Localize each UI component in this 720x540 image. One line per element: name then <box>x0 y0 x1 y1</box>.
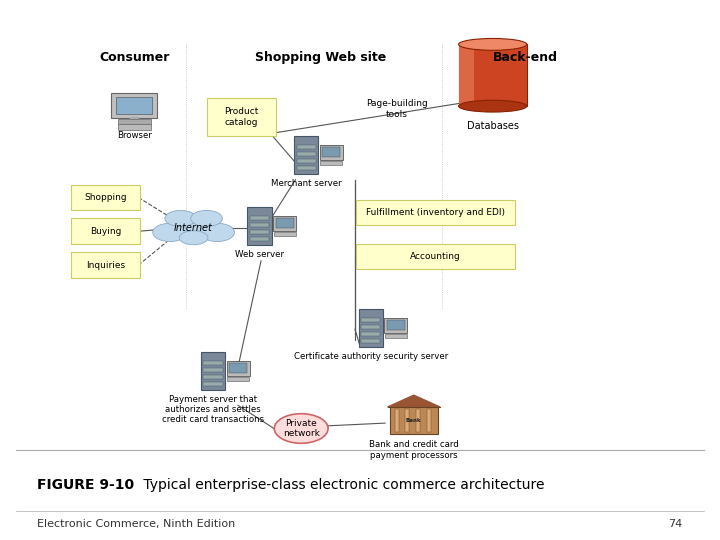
FancyBboxPatch shape <box>320 145 343 160</box>
FancyBboxPatch shape <box>117 119 150 124</box>
Ellipse shape <box>179 231 208 245</box>
Text: Page-building
tools: Page-building tools <box>366 99 428 119</box>
FancyBboxPatch shape <box>294 136 318 174</box>
FancyBboxPatch shape <box>229 363 247 373</box>
FancyBboxPatch shape <box>276 218 294 228</box>
FancyBboxPatch shape <box>71 252 140 278</box>
FancyBboxPatch shape <box>274 232 296 236</box>
FancyBboxPatch shape <box>250 237 269 241</box>
FancyBboxPatch shape <box>359 309 383 347</box>
FancyBboxPatch shape <box>385 334 407 338</box>
FancyBboxPatch shape <box>71 218 140 244</box>
FancyBboxPatch shape <box>395 409 399 432</box>
Ellipse shape <box>168 215 220 241</box>
FancyBboxPatch shape <box>320 161 342 165</box>
Polygon shape <box>459 44 474 106</box>
Text: Private
network: Private network <box>283 419 320 438</box>
FancyBboxPatch shape <box>71 185 140 211</box>
FancyBboxPatch shape <box>297 166 316 170</box>
FancyBboxPatch shape <box>361 325 380 329</box>
Text: Product
catalog: Product catalog <box>225 107 259 126</box>
FancyBboxPatch shape <box>416 409 420 432</box>
FancyBboxPatch shape <box>204 368 222 372</box>
FancyBboxPatch shape <box>273 216 296 231</box>
Text: Fulfillment (inventory and EDI): Fulfillment (inventory and EDI) <box>366 208 505 217</box>
FancyBboxPatch shape <box>227 377 249 381</box>
FancyBboxPatch shape <box>204 382 222 386</box>
Text: Databases: Databases <box>467 121 518 131</box>
Ellipse shape <box>153 223 187 241</box>
Text: Payment server that
authorizes and settles
credit card transactions: Payment server that authorizes and settl… <box>162 395 264 424</box>
FancyBboxPatch shape <box>248 207 271 245</box>
FancyBboxPatch shape <box>361 318 380 322</box>
Text: Certificate authority security server: Certificate authority security server <box>294 352 448 361</box>
Text: 74: 74 <box>668 518 683 529</box>
Text: Electronic Commerce, Ninth Edition: Electronic Commerce, Ninth Edition <box>37 518 235 529</box>
FancyBboxPatch shape <box>297 159 316 163</box>
Text: Bank: Bank <box>406 418 422 423</box>
FancyBboxPatch shape <box>361 339 380 343</box>
FancyBboxPatch shape <box>250 223 269 227</box>
FancyBboxPatch shape <box>356 244 515 269</box>
FancyBboxPatch shape <box>405 409 410 432</box>
Text: Shopping: Shopping <box>84 193 127 202</box>
FancyBboxPatch shape <box>387 320 405 330</box>
FancyBboxPatch shape <box>204 375 222 379</box>
Text: Consumer: Consumer <box>99 51 169 64</box>
Text: Browser: Browser <box>117 131 151 140</box>
Text: Web server: Web server <box>235 249 284 259</box>
FancyBboxPatch shape <box>201 352 225 390</box>
FancyBboxPatch shape <box>207 98 276 136</box>
Ellipse shape <box>459 38 527 50</box>
FancyBboxPatch shape <box>384 318 408 333</box>
FancyBboxPatch shape <box>356 200 515 225</box>
FancyBboxPatch shape <box>427 409 431 432</box>
Ellipse shape <box>274 414 328 443</box>
Text: Bank and credit card
payment processors: Bank and credit card payment processors <box>369 440 459 460</box>
Polygon shape <box>130 117 138 120</box>
FancyBboxPatch shape <box>227 361 250 376</box>
FancyBboxPatch shape <box>361 332 380 336</box>
FancyBboxPatch shape <box>323 147 340 157</box>
Text: Merchant server: Merchant server <box>271 179 341 188</box>
Text: Back-end: Back-end <box>492 51 557 64</box>
Text: Accounting: Accounting <box>410 252 461 261</box>
Text: Inquiries: Inquiries <box>86 261 125 269</box>
Text: Buying: Buying <box>90 227 121 236</box>
FancyBboxPatch shape <box>390 407 438 434</box>
Ellipse shape <box>200 223 235 241</box>
Text: Typical enterprise-class electronic commerce architecture: Typical enterprise-class electronic comm… <box>139 478 544 492</box>
Ellipse shape <box>459 100 527 112</box>
Text: Shopping Web site: Shopping Web site <box>255 51 386 64</box>
FancyBboxPatch shape <box>297 152 316 156</box>
Text: Internet: Internet <box>174 223 213 233</box>
FancyBboxPatch shape <box>297 145 316 149</box>
FancyBboxPatch shape <box>250 230 269 234</box>
Ellipse shape <box>165 211 197 226</box>
Ellipse shape <box>191 211 222 226</box>
Polygon shape <box>387 395 440 407</box>
Text: FIGURE 9-10: FIGURE 9-10 <box>37 478 135 492</box>
FancyBboxPatch shape <box>116 97 152 114</box>
FancyBboxPatch shape <box>204 361 222 365</box>
Polygon shape <box>459 44 527 106</box>
FancyBboxPatch shape <box>250 216 269 220</box>
FancyBboxPatch shape <box>117 124 150 130</box>
FancyBboxPatch shape <box>111 93 157 118</box>
